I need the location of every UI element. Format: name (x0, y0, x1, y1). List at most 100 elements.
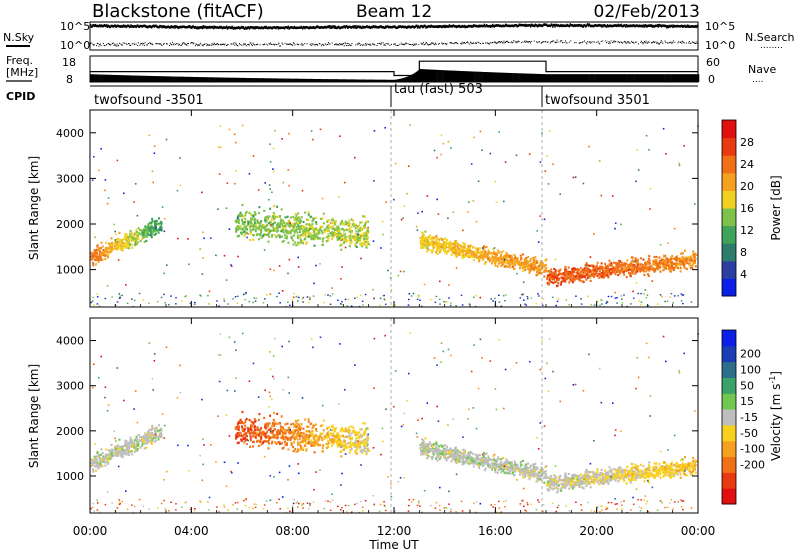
scatter-cell (400, 218, 403, 221)
n-search-point (431, 42, 433, 44)
data-cell (129, 243, 131, 246)
scatter-cell (201, 191, 203, 194)
n-sky-point (347, 26, 349, 29)
nave-bar (112, 74, 114, 82)
n-search-point (460, 43, 462, 45)
data-cell (468, 247, 471, 250)
n-search-point (522, 41, 524, 43)
data-cell (662, 262, 665, 265)
scatter-cell (442, 142, 445, 145)
data-cell (480, 254, 483, 257)
data-cell (537, 271, 540, 274)
data-cell (144, 232, 147, 235)
data-cell (252, 234, 255, 237)
data-cell (559, 273, 562, 276)
data-cell (535, 261, 538, 264)
data-cell (428, 234, 431, 237)
n-search-point (155, 43, 157, 45)
n-search-point (104, 45, 106, 46)
n-sky-point (153, 25, 156, 28)
near-range-cell (681, 294, 684, 296)
data-cell (601, 275, 604, 279)
scatter-cell (409, 124, 411, 126)
scatter-cell (247, 233, 249, 235)
scatter-cell (585, 265, 588, 268)
data-cell (572, 267, 575, 270)
n-sky-point (93, 24, 95, 27)
nave-bar (613, 74, 616, 82)
data-cell (601, 268, 604, 271)
n-sky-point (428, 24, 430, 28)
nave-bar (540, 74, 543, 82)
n-sky-point (615, 24, 618, 28)
data-cell (622, 270, 625, 274)
n-search-point (206, 45, 208, 47)
nave-bar (577, 74, 579, 82)
n-sky-point (321, 26, 324, 29)
data-cell (449, 241, 452, 245)
nave-bar (666, 74, 668, 82)
n-sky-point (190, 25, 192, 29)
data-cell (159, 227, 162, 230)
n-search-point (692, 42, 694, 44)
nave-bar (443, 70, 445, 82)
data-cell (236, 225, 239, 228)
n-search-point (349, 44, 351, 46)
data-cell (437, 241, 440, 244)
nave-bar (676, 74, 678, 82)
near-range-cell (354, 297, 356, 299)
n-search-point (605, 40, 607, 42)
data-cell (144, 226, 147, 229)
data-cell (629, 275, 632, 278)
data-cell (651, 268, 654, 271)
n-sky-point (96, 24, 99, 28)
data-cell (361, 245, 364, 248)
data-cell (472, 258, 475, 262)
data-cell (112, 242, 115, 245)
scatter-cell (282, 181, 285, 184)
n-sky-point (197, 27, 200, 30)
n-search-point (232, 43, 234, 45)
nave-bar (452, 70, 455, 82)
scatter-cell (552, 163, 554, 165)
scatter-cell (470, 163, 473, 165)
n-sky-point (504, 24, 506, 28)
data-cell (474, 255, 476, 258)
scatter-cell (632, 290, 634, 293)
data-cell (303, 230, 306, 233)
n-search-point (318, 43, 320, 45)
data-cell (644, 266, 647, 269)
data-cell (553, 267, 556, 270)
data-cell (279, 224, 282, 227)
n-sky-point (147, 25, 149, 29)
data-cell (125, 244, 127, 247)
n-search-point (160, 43, 162, 45)
scatter-cell (226, 182, 229, 184)
n-sky-point (614, 24, 616, 27)
n-search-point (192, 43, 194, 45)
data-cell (530, 264, 533, 267)
data-cell (554, 276, 557, 279)
cpid-label: CPID (6, 90, 35, 103)
data-cell (356, 226, 359, 230)
noise-ytick-bottom-right: 10^0 (705, 39, 735, 52)
data-cell (639, 257, 642, 260)
nave-bar (576, 74, 578, 82)
nave-bar (164, 76, 166, 82)
data-cell (431, 242, 434, 245)
data-cell (447, 242, 450, 245)
n-search-point (400, 42, 402, 44)
n-search-point (365, 44, 367, 46)
data-cell (573, 277, 576, 280)
data-cell (288, 225, 291, 228)
data-cell (469, 249, 472, 252)
scatter-cell (373, 130, 376, 132)
data-cell (586, 277, 589, 280)
n-sky-point (393, 25, 395, 29)
nave-bar (140, 75, 142, 82)
n-search-point (340, 43, 341, 45)
nave-bar (328, 79, 330, 82)
nave-bar (180, 76, 182, 82)
nave-bar (219, 77, 221, 82)
n-sky-point (172, 26, 175, 29)
